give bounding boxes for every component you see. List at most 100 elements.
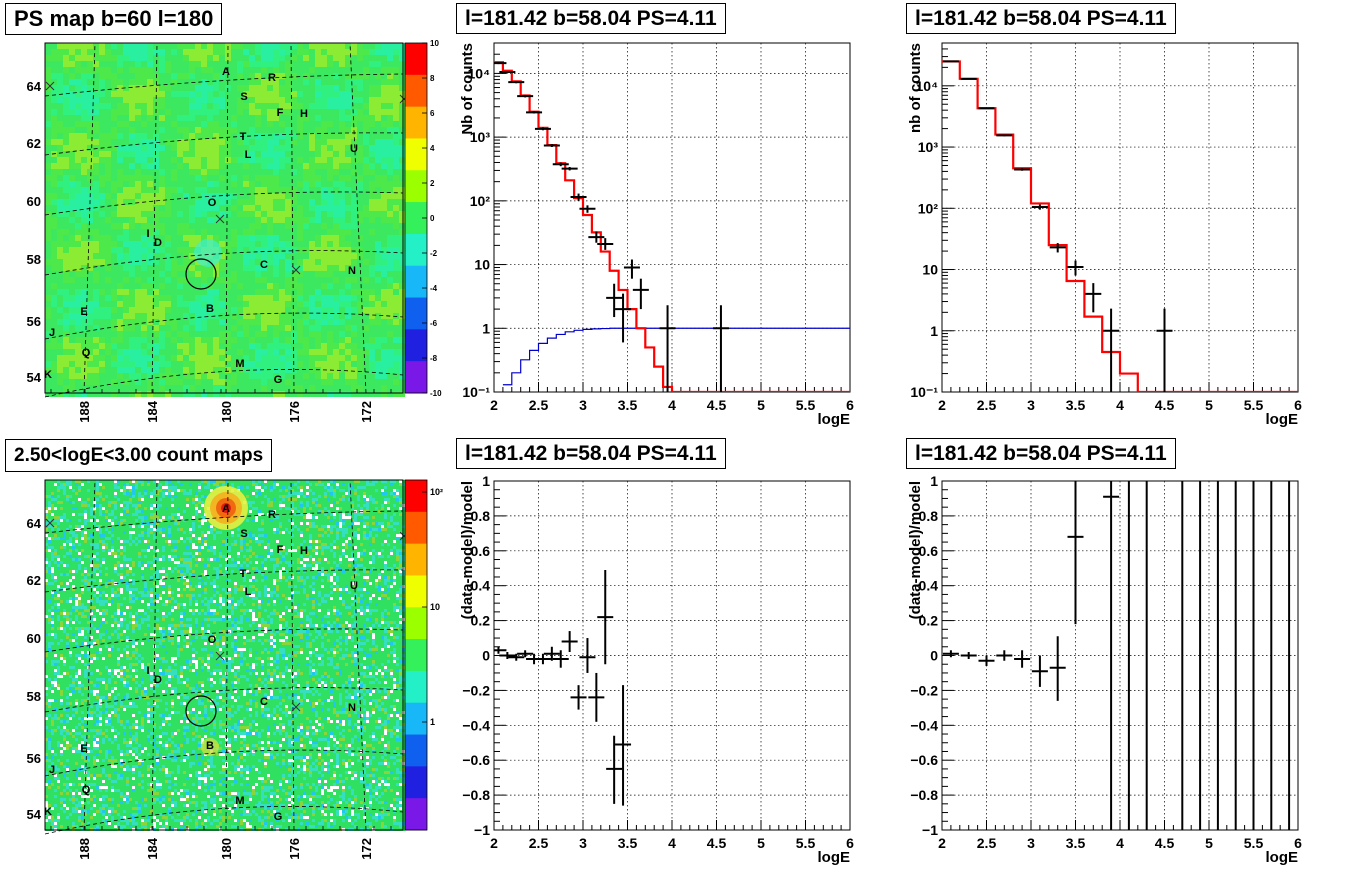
map-pixel (315, 175, 321, 181)
map-pixel (309, 325, 315, 331)
map-pixel (255, 97, 261, 103)
map-pixel (93, 79, 99, 85)
map-pixel (123, 241, 129, 247)
map-pixel (342, 492, 345, 495)
map-pixel (354, 507, 357, 510)
map-pixel (96, 507, 99, 510)
map-pixel (309, 483, 312, 486)
map-pixel (231, 205, 237, 211)
map-pixel (93, 301, 99, 307)
map-pixel (207, 97, 213, 103)
map-pixel (303, 301, 309, 307)
map-pixel (300, 501, 303, 504)
map-pixel (363, 367, 369, 373)
map-pixel (357, 313, 363, 319)
map-pixel (165, 483, 168, 486)
map-pixel (309, 139, 315, 145)
map-pixel (345, 187, 351, 193)
map-pixel (147, 235, 153, 241)
map-pixel (243, 486, 246, 489)
map-pixel (315, 43, 321, 49)
map-pixel (291, 337, 297, 343)
map-pixel (375, 247, 381, 253)
map-pixel (165, 229, 171, 235)
map-pixel (207, 115, 213, 121)
map-pixel (243, 283, 249, 289)
map-pixel (258, 495, 261, 498)
map-pixel (393, 277, 399, 283)
map-pixel (201, 319, 207, 325)
map-pixel (117, 181, 123, 187)
map-pixel (321, 271, 327, 277)
map-pixel (285, 157, 291, 163)
map-pixel (327, 73, 333, 79)
map-pixel (81, 139, 87, 145)
map-pixel (129, 181, 135, 187)
map-pixel (63, 486, 66, 489)
map-pixel (219, 223, 225, 229)
map-pixel (123, 61, 129, 67)
map-pixel (345, 501, 348, 504)
map-pixel (297, 49, 303, 55)
map-pixel (87, 229, 93, 235)
map-pixel (384, 483, 387, 486)
map-pixel (333, 253, 339, 259)
map-pixel (159, 97, 165, 103)
map-pixel (297, 97, 303, 103)
map-pixel (99, 163, 105, 169)
lon-tick-label: 172 (359, 401, 374, 423)
map-pixel (375, 121, 381, 127)
map-pixel (375, 486, 378, 489)
map-pixel (189, 133, 195, 139)
map-pixel (279, 115, 285, 121)
map-pixel (99, 229, 105, 235)
map-pixel (273, 157, 279, 163)
map-pixel (207, 151, 213, 157)
map-pixel (330, 480, 333, 483)
map-pixel (93, 513, 96, 516)
map-pixel (285, 349, 291, 355)
palette-band (405, 297, 427, 330)
map-pixel (231, 163, 237, 169)
map-pixel (237, 355, 243, 361)
map-pixel (375, 373, 381, 379)
map-pixel (108, 510, 111, 513)
map-pixel (195, 307, 201, 313)
map-pixel (207, 127, 213, 133)
map-pixel (339, 49, 345, 55)
map-pixel (141, 331, 147, 337)
map-pixel (213, 331, 219, 337)
map-pixel (303, 265, 309, 271)
map-pixel (105, 247, 111, 253)
map-pixel (321, 79, 327, 85)
map-pixel (252, 492, 255, 495)
map-pixel (69, 361, 75, 367)
map-pixel (315, 373, 321, 379)
map-pixel (303, 510, 306, 513)
map-pixel (81, 151, 87, 157)
map-pixel (45, 145, 51, 151)
map-pixel (198, 480, 201, 483)
map-pixel (315, 277, 321, 283)
map-pixel (291, 223, 297, 229)
map-pixel (117, 489, 120, 492)
map-pixel (363, 301, 369, 307)
map-pixel (117, 43, 123, 49)
map-pixel (183, 187, 189, 193)
map-pixel (108, 489, 111, 492)
map-pixel (153, 313, 159, 319)
map-pixel (159, 139, 165, 145)
map-pixel (135, 199, 141, 205)
map-pixel (123, 319, 129, 325)
map-pixel (393, 483, 396, 486)
map-pixel (351, 229, 357, 235)
map-pixel (69, 343, 75, 349)
map-pixel (255, 483, 258, 486)
map-pixel (357, 504, 360, 507)
source-label: N (348, 265, 356, 277)
map-pixel (399, 277, 405, 283)
map-pixel (225, 325, 231, 331)
map-pixel (351, 145, 357, 151)
